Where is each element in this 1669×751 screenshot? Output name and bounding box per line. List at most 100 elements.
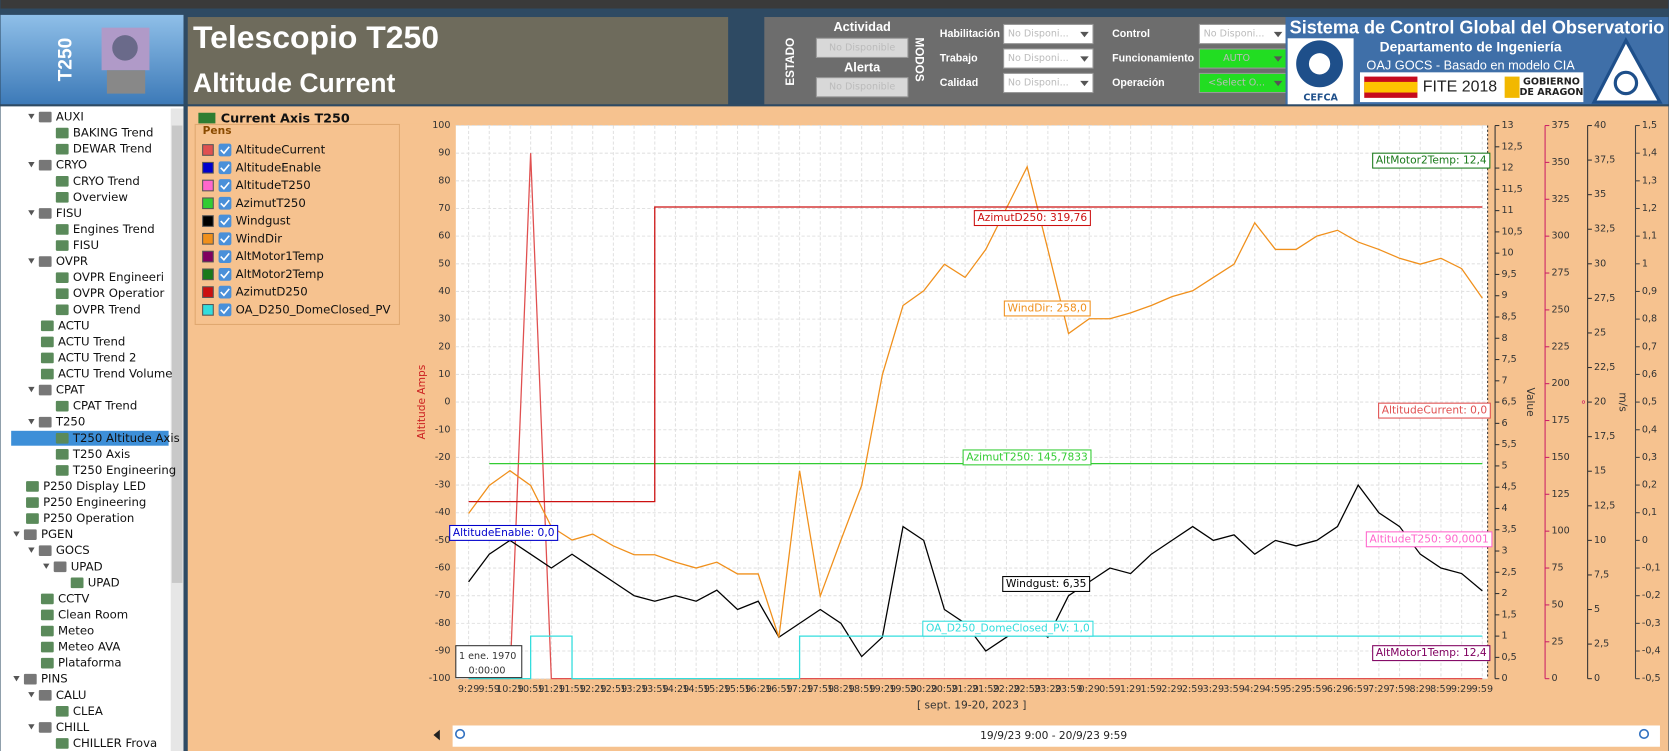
tree-item[interactable]: OVPR bbox=[56, 254, 88, 268]
y-tick-label: 20 bbox=[438, 341, 450, 352]
pen-name[interactable]: AltitudeT250 bbox=[236, 178, 311, 192]
pen-check bbox=[220, 288, 230, 297]
scroll-thumb[interactable] bbox=[171, 125, 183, 583]
tree-item[interactable]: CRYO Trend bbox=[73, 174, 140, 188]
tree-item[interactable]: ACTU bbox=[58, 318, 90, 332]
tree-expander[interactable] bbox=[28, 386, 35, 393]
tree-item[interactable]: P250 Operation bbox=[43, 511, 134, 525]
x-tick-label: 1:59 bbox=[1141, 684, 1162, 695]
y-tick-label: 32,5 bbox=[1594, 224, 1615, 235]
x-tick-label: 16:59 bbox=[765, 684, 793, 695]
tree-item[interactable]: CPAT Trend bbox=[73, 399, 137, 413]
tree-item[interactable]: UPAD bbox=[71, 559, 103, 573]
tree-item[interactable]: CALU bbox=[56, 688, 87, 702]
pen-name[interactable]: Windgust bbox=[236, 214, 291, 228]
tree-item[interactable]: CCTV bbox=[58, 591, 89, 605]
pen-name[interactable]: AltMotor1Temp bbox=[236, 249, 324, 263]
y-tick-label: 11 bbox=[1501, 205, 1513, 216]
tree-item[interactable]: T250 Engineering bbox=[72, 463, 176, 477]
tree-expander[interactable] bbox=[43, 563, 50, 569]
folder-icon bbox=[23, 673, 37, 685]
pen-check bbox=[220, 181, 230, 190]
tree-item[interactable]: AUXI bbox=[56, 110, 84, 124]
pen-checkbox[interactable] bbox=[218, 143, 232, 157]
tree-item[interactable]: Meteo bbox=[58, 624, 94, 638]
field-dropdown[interactable] bbox=[1003, 23, 1094, 45]
tree-item[interactable]: CPAT bbox=[56, 383, 86, 397]
annotation-box bbox=[1372, 152, 1491, 169]
tree-item[interactable]: OVPR Operatior bbox=[73, 286, 165, 300]
pen-name[interactable]: AltMotor2Temp bbox=[236, 267, 324, 281]
tree-item[interactable]: BAKING Trend bbox=[73, 126, 154, 140]
tree-expander[interactable] bbox=[28, 113, 35, 120]
tree-item[interactable]: FISU bbox=[73, 238, 99, 252]
pen-checkbox[interactable] bbox=[218, 232, 232, 246]
tree-item[interactable]: ACTU Trend 2 bbox=[58, 350, 137, 364]
pen-name[interactable]: AzimutT250 bbox=[236, 196, 306, 210]
pen-checkbox[interactable] bbox=[218, 161, 232, 175]
y-tick-label: 80 bbox=[438, 175, 450, 186]
item-icon bbox=[26, 513, 39, 524]
tree-item[interactable]: Engines Trend bbox=[73, 222, 155, 236]
y-tick-label: -0,3 bbox=[1642, 618, 1661, 629]
tree-item[interactable]: Plataforma bbox=[58, 656, 122, 670]
tree-item[interactable]: OVPR Engineeri bbox=[73, 270, 164, 284]
pen-checkbox[interactable] bbox=[218, 303, 232, 317]
tree-item[interactable]: PINS bbox=[41, 672, 68, 686]
tree-item[interactable]: DEWAR Trend bbox=[73, 142, 152, 156]
tree-item[interactable]: Overview bbox=[73, 190, 128, 204]
scroll-left[interactable] bbox=[433, 729, 440, 741]
tree-item[interactable]: P250 Display LED bbox=[43, 479, 146, 493]
tree-expander[interactable] bbox=[28, 258, 35, 264]
tree-item[interactable]: Clean Room bbox=[58, 607, 128, 621]
pen-name[interactable]: WindDir bbox=[236, 231, 283, 245]
tree-item[interactable]: OVPR Trend bbox=[73, 302, 141, 316]
tree-item[interactable]: CRYO bbox=[56, 158, 87, 172]
tree-item[interactable]: CLEA bbox=[73, 704, 103, 718]
tree-expander[interactable] bbox=[28, 419, 35, 425]
tree-expander[interactable] bbox=[13, 676, 20, 682]
zoom-out[interactable] bbox=[455, 728, 466, 740]
tree-item[interactable]: ACTU Trend bbox=[58, 334, 125, 348]
pen-checkbox[interactable] bbox=[218, 250, 232, 263]
pen-name[interactable]: AltitudeEnable bbox=[236, 160, 321, 174]
tree-expander[interactable] bbox=[28, 210, 35, 216]
item-icon bbox=[26, 497, 39, 508]
y-tick-label: 1,5 bbox=[1642, 120, 1657, 131]
pen-name[interactable]: OA_D250_DomeClosed_PV bbox=[236, 302, 391, 316]
y-tick-label: 150 bbox=[1551, 452, 1569, 463]
tree-expander[interactable] bbox=[28, 162, 35, 168]
series-annotation: WindDir: 258,0 bbox=[1008, 301, 1088, 314]
tree-item[interactable]: CHILLER Frova bbox=[73, 736, 157, 750]
tree-item[interactable]: ACTU Trend Volume bbox=[58, 367, 173, 381]
tree-expander[interactable] bbox=[28, 724, 35, 730]
tree-item[interactable]: P250 Engineering bbox=[43, 495, 146, 509]
pen-checkbox[interactable] bbox=[218, 214, 232, 228]
tree-item[interactable]: FISU bbox=[56, 206, 82, 220]
pen-name[interactable]: AzimutD250 bbox=[236, 285, 308, 299]
x-tick-label: 23:59 bbox=[1055, 684, 1083, 695]
tree-item[interactable]: UPAD bbox=[88, 575, 120, 589]
tree-expander[interactable] bbox=[13, 531, 20, 537]
y-tick-label: 11,5 bbox=[1501, 184, 1522, 195]
tree-item[interactable]: T250 Altitude Axis bbox=[72, 431, 180, 445]
tree-item[interactable]: CHILL bbox=[56, 720, 90, 734]
pen-checkbox[interactable] bbox=[218, 179, 232, 192]
tree-item[interactable]: Meteo AVA bbox=[58, 640, 120, 654]
zoom-in[interactable] bbox=[1638, 728, 1650, 740]
tree-item[interactable]: PGEN bbox=[41, 527, 73, 541]
tree-item[interactable]: T250 Axis bbox=[72, 447, 130, 461]
tree-expander[interactable] bbox=[28, 692, 35, 698]
tree-item[interactable]: T250 bbox=[55, 415, 85, 429]
tree-item[interactable]: GOCS bbox=[56, 543, 90, 557]
y-tick-label: 9 bbox=[1501, 290, 1507, 301]
pen-checkbox[interactable] bbox=[218, 267, 232, 281]
pen-name[interactable]: AltitudeCurrent bbox=[236, 142, 326, 156]
pen-checkbox[interactable] bbox=[218, 285, 232, 299]
field-dropdown[interactable] bbox=[1003, 72, 1094, 94]
field-dropdown[interactable] bbox=[1003, 48, 1094, 69]
item-icon bbox=[55, 432, 69, 444]
tree-expander[interactable] bbox=[28, 547, 35, 553]
pen-checkbox[interactable] bbox=[218, 196, 232, 210]
y-tick-label: 8,5 bbox=[1501, 311, 1516, 322]
